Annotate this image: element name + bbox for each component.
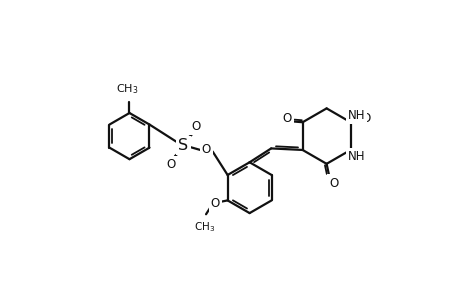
Text: O: O xyxy=(210,197,219,210)
Text: NH: NH xyxy=(347,150,364,164)
Text: O: O xyxy=(166,158,175,171)
Text: O: O xyxy=(361,112,370,125)
Text: CH$_3$: CH$_3$ xyxy=(116,82,138,96)
Text: O: O xyxy=(282,112,291,125)
Text: NH: NH xyxy=(347,109,364,122)
Text: O: O xyxy=(202,143,211,157)
Text: O: O xyxy=(190,120,200,133)
Text: O: O xyxy=(328,177,337,190)
Text: CH$_3$: CH$_3$ xyxy=(194,220,215,234)
Text: S: S xyxy=(178,138,188,153)
